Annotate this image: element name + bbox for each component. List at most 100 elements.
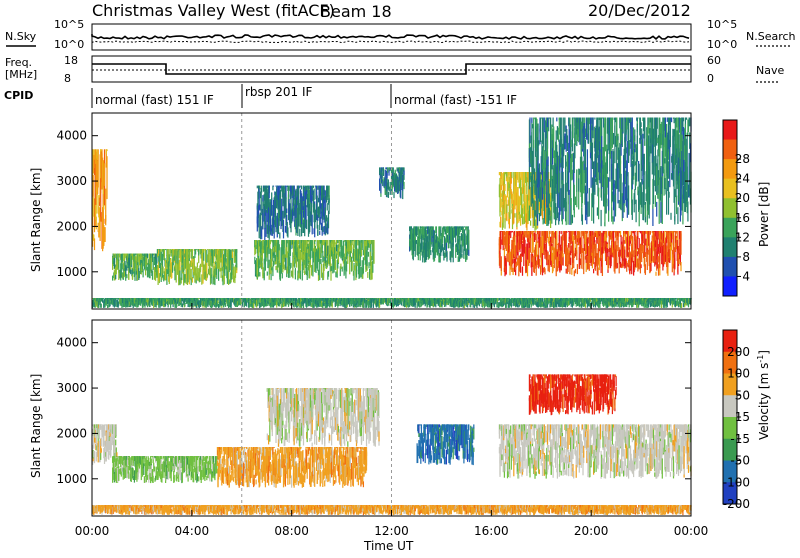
data-cell [639,164,640,187]
data-cell [655,272,656,276]
data-cell [174,267,175,280]
data-cell [277,213,278,229]
data-cell [659,252,660,268]
data-cell [663,231,664,237]
data-cell [642,134,643,185]
data-cell [582,215,583,225]
data-cell [267,247,268,268]
data-cell [645,252,646,257]
data-cell [657,193,658,198]
data-cell [559,235,560,242]
data-cell [259,298,260,300]
data-cell [305,240,306,245]
data-cell [422,252,423,263]
data-cell [581,254,582,269]
data-cell [128,271,129,280]
data-cell [579,169,580,175]
data-cell [535,231,536,233]
data-cell [600,231,601,246]
data-cell [403,171,404,176]
data-cell [504,184,505,191]
data-cell [576,244,577,250]
data-cell [191,279,192,286]
data-cell [514,213,515,217]
data-cell [166,269,167,285]
data-cell [363,257,364,273]
data-cell [543,268,544,273]
data-cell [637,118,638,119]
data-cell [530,221,531,226]
data-cell [257,186,258,189]
data-cell [203,249,204,253]
data-cell [619,200,620,208]
data-cell [501,256,502,271]
data-cell [299,203,300,215]
data-cell [500,231,501,249]
data-cell [565,155,566,169]
data-cell [547,231,548,238]
data-cell [446,252,447,261]
data-cell [300,270,301,279]
data-cell [611,151,612,180]
data-cell [621,144,622,156]
data-cell [264,228,265,240]
data-cell [226,258,227,262]
data-cell [262,270,263,279]
data-cell [633,127,634,144]
data-cell [657,118,658,129]
data-cell [106,156,107,199]
data-cell [112,276,113,281]
data-cell [207,274,208,278]
station-title: Christmas Valley West (fitACF) [92,1,335,20]
data-cell [368,252,369,257]
data-cell [555,231,556,240]
data-cell [418,226,419,231]
data-cell [670,131,671,147]
data-cell [112,298,113,299]
data-cell [599,258,600,270]
data-cell [544,268,545,274]
data-cell [653,256,654,263]
data-cell [190,249,191,252]
nave-tick-top: 60 [707,54,721,67]
data-cell [644,141,645,146]
data-cell [126,267,127,271]
data-cell [566,269,567,274]
data-cell [641,243,642,262]
data-cell [578,236,579,242]
data-cell [231,303,232,308]
data-cell [421,241,422,249]
data-cell [647,250,648,255]
data-cell [353,247,354,261]
data-cell [105,189,106,222]
data-cell [219,257,220,272]
data-cell [327,186,328,201]
data-cell [101,304,102,308]
data-cell [529,247,530,264]
data-cell [181,251,182,257]
data-cell [125,266,126,276]
data-cell [536,242,537,256]
data-cell [501,173,502,185]
data-cell [436,226,437,233]
data-cell [683,118,684,122]
data-cell [182,303,183,307]
freq-left-tick-top: 18 [64,54,78,67]
data-cell [201,274,202,284]
data-cell [549,194,550,204]
data-cell [671,118,672,123]
data-cell [439,226,440,242]
data-cell [137,265,138,280]
data-cell [417,226,418,235]
data-cell [295,270,296,275]
data-cell [161,249,162,252]
data-cell [626,261,627,272]
data-cell [275,266,276,270]
data-cell [262,213,263,229]
data-cell [262,195,263,201]
data-cell [549,231,550,234]
data-cell [540,118,541,143]
data-cell [388,192,389,198]
data-cell [675,188,676,197]
